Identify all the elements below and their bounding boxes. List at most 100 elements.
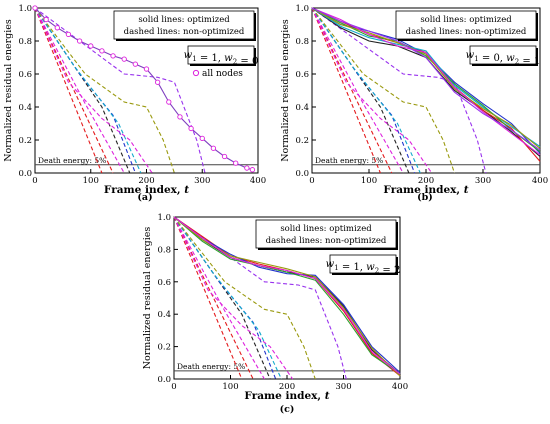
non-optimized-line-6 — [311, 7, 421, 174]
weights-box — [187, 45, 255, 65]
x-tick-label: 100 — [361, 176, 377, 186]
x-tick-label: 300 — [194, 176, 210, 186]
legend-text: solid lines: optimized — [138, 15, 230, 25]
optimized-line-8 — [311, 7, 541, 151]
data-point-marker — [177, 114, 183, 120]
x-axis-label: Frame index, t — [104, 184, 189, 196]
x-tick-label: 100 — [222, 382, 238, 392]
data-point-marker — [43, 16, 49, 23]
non-optimized-line-2 — [311, 7, 393, 174]
y-tick-label: 0.6 — [18, 70, 32, 80]
y-tick-label: 0.6 — [157, 278, 171, 288]
data-point-marker — [54, 25, 60, 31]
non-optimized-line-1 — [34, 7, 103, 174]
x-tick-label: 300 — [335, 382, 351, 392]
non-optimized-line-1 — [173, 216, 243, 380]
y-tick-label: 0.2 — [18, 136, 32, 146]
x-axis-label: Frame index, t — [383, 184, 468, 196]
data-point-marker — [154, 79, 161, 85]
data-point-marker — [110, 53, 116, 59]
data-point-marker — [244, 165, 250, 171]
x-tick-label: 400 — [250, 176, 266, 186]
data-point-marker — [210, 145, 217, 151]
non-optimized-line-7 — [311, 7, 433, 174]
panel-caption: (c) — [280, 404, 295, 415]
y-axis-label: Normalized residual energies — [142, 227, 153, 370]
y-tick-label: 1.0 — [18, 4, 32, 14]
weights-box — [329, 254, 397, 274]
non-optimized-line-2 — [34, 7, 114, 174]
optimized-line-6 — [311, 7, 541, 149]
legend-text: dashed lines: non-optimized — [406, 27, 527, 37]
y-tick-label: 0.0 — [157, 375, 171, 385]
y-tick-label: 0.4 — [157, 310, 171, 320]
x-tick-label: 0 — [309, 176, 314, 186]
data-point-marker — [166, 99, 172, 105]
data-point-marker — [221, 153, 228, 160]
legend-box — [395, 10, 537, 40]
y-axis-label: Normalized residual energies — [280, 19, 291, 162]
data-point-marker — [88, 43, 94, 49]
weights-label: w1 = 1, w2 = 0 — [184, 50, 259, 67]
y-tick-label: 0.4 — [18, 103, 32, 113]
non-optimized-line-6 — [173, 216, 282, 380]
data-point-marker — [188, 125, 194, 132]
x-tick-label: 200 — [138, 176, 154, 186]
data-point-marker — [249, 167, 256, 173]
y-tick-label: 0.6 — [295, 70, 309, 80]
optimized-line-6 — [173, 216, 401, 375]
marker-legend-label: all nodes — [202, 69, 243, 79]
x-tick-label: 0 — [32, 176, 37, 186]
data-point-marker — [132, 61, 139, 67]
chart-panel-3: 0 100 200 300 400 0.0 0.2 0.4 0.6 0.8 1.0 Frame ind… — [142, 213, 408, 415]
y-tick-label: 0.8 — [157, 245, 171, 255]
non-optimized-line-2 — [173, 216, 254, 380]
x-tick-label: 0 — [171, 382, 176, 392]
y-tick-label: 0.4 — [295, 103, 309, 113]
y-tick-label: 0.2 — [157, 343, 171, 353]
non-optimized-line-1 — [311, 7, 381, 174]
data-point-marker — [99, 48, 105, 54]
y-axis-label: Normalized residual energies — [3, 19, 14, 162]
non-optimized-line-9 — [311, 7, 487, 174]
data-point-marker — [121, 56, 127, 62]
non-optimized-line-7 — [34, 7, 153, 174]
marker-legend-icon — [192, 69, 200, 77]
legend-text: dashed lines: non-optimized — [124, 27, 245, 37]
x-tick-label: 200 — [418, 176, 434, 186]
legend-text: solid lines: optimized — [420, 15, 512, 25]
y-tick-label: 0.2 — [295, 136, 309, 146]
optimized-line-4 — [173, 216, 401, 375]
legend-box — [113, 10, 255, 40]
data-point-marker — [143, 66, 150, 72]
x-tick-label: 400 — [392, 382, 408, 392]
legend-text: solid lines: optimized — [280, 224, 372, 234]
x-tick-label: 100 — [83, 176, 99, 186]
non-optimized-line-8 — [311, 7, 456, 174]
legend-text: dashed lines: non-optimized — [266, 236, 387, 246]
data-point-marker — [76, 38, 83, 44]
chart-panel-1: 0 100 200 300 400 0.0 0.2 0.4 0.6 0.8 1.0 Frame ind… — [3, 4, 266, 203]
death-energy-label: Death energy: 5% — [315, 156, 383, 165]
data-point-marker — [65, 31, 72, 38]
non-optimized-line-9 — [173, 216, 347, 380]
non-optimized-line-3 — [311, 7, 404, 174]
x-tick-label: 200 — [279, 382, 295, 392]
non-optimized-line-9 — [34, 7, 206, 174]
death-energy-label: Death energy: 5% — [177, 362, 245, 371]
non-optimized-line-4 — [311, 7, 410, 174]
data-point-marker — [233, 160, 239, 166]
non-optimized-line-3 — [173, 216, 265, 380]
non-optimized-line-7 — [173, 216, 294, 380]
y-tick-label: 1.0 — [157, 213, 171, 223]
legend-box — [255, 219, 397, 249]
y-tick-label: 0.0 — [295, 169, 309, 179]
x-tick-label: 300 — [475, 176, 491, 186]
panel-caption: (b) — [417, 192, 433, 203]
chart-panel-2: 0 100 200 300 400 0.0 0.2 0.4 0.6 0.8 1.0 Frame ind… — [280, 4, 548, 203]
y-tick-label: 1.0 — [295, 4, 309, 14]
x-axis-label: Frame index, t — [244, 390, 329, 402]
weights-box — [469, 45, 537, 65]
x-tick-label: 400 — [532, 176, 548, 186]
